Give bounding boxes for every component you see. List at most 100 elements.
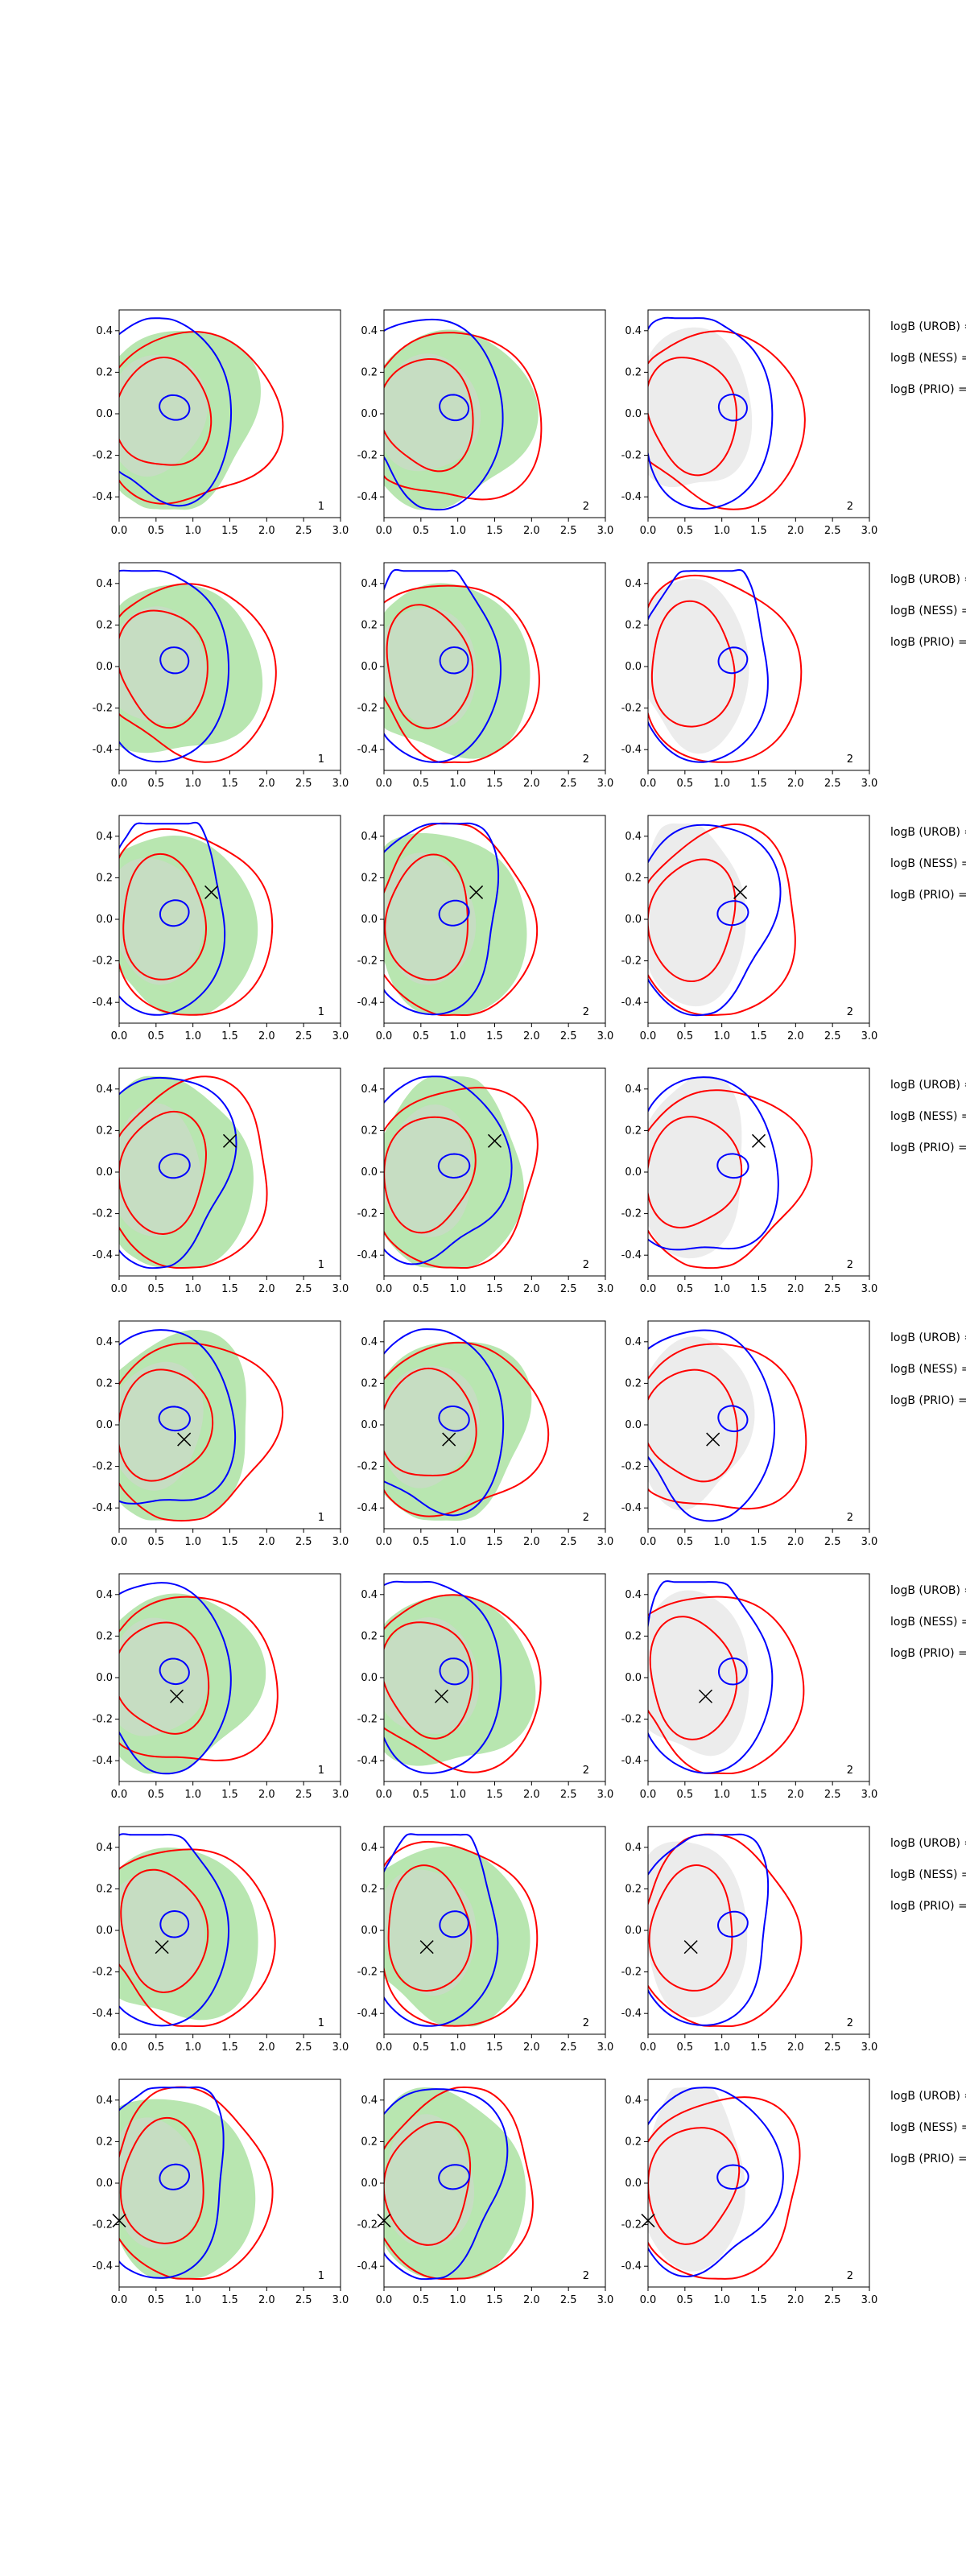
x-tick-label: 2.0 bbox=[258, 2041, 275, 2054]
x-tick-label: 2.5 bbox=[560, 2294, 577, 2306]
red-contour-outer bbox=[119, 583, 277, 763]
y-tick-label: -0.4 bbox=[621, 1502, 642, 1514]
x-tick-label: 2.0 bbox=[787, 1536, 804, 1548]
x-tick-label: 0.5 bbox=[412, 1283, 429, 1295]
x-tick-label: 2.0 bbox=[523, 2041, 540, 2054]
panel-label: 2 bbox=[583, 501, 589, 513]
panel-r3-c2: 0.0 0.5 1.0 1.5 2.0 2.5 3.0 -0.4 -0.2 0.0 0.2 0.4 2 bbox=[357, 815, 613, 1042]
x-tick-label: 1.5 bbox=[750, 1283, 767, 1295]
x-tick-label: 0.5 bbox=[412, 2294, 429, 2306]
x-tick-label: 0.0 bbox=[111, 1536, 128, 1548]
blue-contour-inner bbox=[717, 394, 748, 422]
red-contour-inner bbox=[649, 1616, 738, 1740]
x-tick-label: 3.0 bbox=[332, 778, 349, 790]
row-annotation: logB (NESS) = bbox=[890, 857, 966, 870]
panel-label: 2 bbox=[583, 1259, 589, 1271]
x-marker bbox=[442, 1432, 456, 1447]
x-tick-label: 2.0 bbox=[258, 1536, 275, 1548]
x-marker bbox=[487, 1133, 502, 1148]
y-tick-label: -0.4 bbox=[93, 744, 113, 756]
x-tick-label: 3.0 bbox=[597, 525, 614, 537]
plot-area bbox=[119, 1582, 279, 1775]
y-tick-label: -0.2 bbox=[357, 450, 378, 462]
x-tick-label: 0.0 bbox=[376, 1030, 393, 1042]
x-tick-label: 1.5 bbox=[750, 2041, 767, 2054]
row-annotation: logB (PRIO) = bbox=[890, 383, 966, 396]
x-tick-label: 0.5 bbox=[676, 778, 693, 790]
x-tick-label: 3.0 bbox=[597, 1536, 614, 1548]
row-annotation: logB (PRIO) = bbox=[890, 1394, 966, 1407]
panel-r6-c1: 0.0 0.5 1.0 1.5 2.0 2.5 3.0 -0.4 -0.2 0.0 0.2 0.4 1 bbox=[93, 1573, 349, 1801]
x-tick-label: 1.5 bbox=[221, 525, 238, 537]
plot-area bbox=[648, 1075, 813, 1269]
y-tick-label: -0.2 bbox=[357, 703, 378, 715]
panel-r2-c3: 0.0 0.5 1.0 1.5 2.0 2.5 3.0 -0.4 -0.2 0.0 0.2 0.4 2 bbox=[621, 562, 877, 790]
panel-label: 2 bbox=[847, 1006, 853, 1018]
y-tick-label: 0.2 bbox=[625, 1883, 642, 1895]
x-tick-label: 2.5 bbox=[824, 1536, 841, 1548]
row-annotation: logB (UROB) = bbox=[890, 1331, 966, 1344]
x-tick-label: 3.0 bbox=[597, 2041, 614, 2054]
x-tick-label: 2.5 bbox=[295, 525, 312, 537]
x-tick-label: 3.0 bbox=[332, 1030, 349, 1042]
x-marker bbox=[169, 1689, 184, 1703]
red-contour-outer bbox=[384, 822, 539, 1017]
density-fill-outer bbox=[648, 1075, 742, 1259]
y-tick-label: 0.2 bbox=[361, 366, 378, 378]
y-tick-label: 0.0 bbox=[625, 408, 642, 420]
red-contour-outer bbox=[648, 574, 803, 763]
blue-contour-inner bbox=[438, 2164, 471, 2190]
y-tick-label: 0.0 bbox=[96, 914, 113, 926]
y-tick-label: -0.2 bbox=[93, 450, 113, 462]
blue-contour-inner bbox=[439, 394, 470, 422]
y-tick-label: -0.4 bbox=[93, 2260, 113, 2273]
panel-r3-c1: 0.0 0.5 1.0 1.5 2.0 2.5 3.0 -0.4 -0.2 0.0 0.2 0.4 1 bbox=[93, 815, 349, 1042]
y-tick-label: -0.2 bbox=[621, 956, 642, 968]
x-tick-label: 2.0 bbox=[258, 1283, 275, 1295]
y-tick-label: 0.4 bbox=[96, 2095, 113, 2107]
panel-r1-c2: 0.0 0.5 1.0 1.5 2.0 2.5 3.0 -0.4 -0.2 0.0 0.2 0.4 2 bbox=[357, 309, 614, 537]
blue-contour-outer bbox=[648, 1076, 779, 1251]
blue-contour-outer bbox=[384, 1075, 513, 1265]
y-tick-label: -0.2 bbox=[357, 1208, 378, 1220]
red-contour-outer bbox=[648, 1596, 805, 1775]
panel-label: 2 bbox=[583, 2270, 589, 2282]
x-tick-label: 3.0 bbox=[332, 1283, 349, 1295]
red-contour-inner bbox=[648, 357, 738, 477]
blue-contour-outer bbox=[384, 1328, 505, 1517]
y-tick-label: -0.2 bbox=[621, 1714, 642, 1726]
x-tick-label: 3.0 bbox=[861, 1536, 878, 1548]
y-tick-label: 0.4 bbox=[625, 2095, 642, 2107]
y-tick-label: 0.4 bbox=[96, 1084, 113, 1096]
panel-label: 1 bbox=[318, 753, 324, 766]
x-tick-label: 0.0 bbox=[111, 2294, 128, 2306]
x-tick-label: 1.5 bbox=[221, 1536, 238, 1548]
y-tick-label: 0.4 bbox=[96, 831, 113, 843]
x-tick-label: 1.0 bbox=[713, 525, 730, 537]
panel-label: 2 bbox=[583, 753, 589, 766]
panel-r3-c3: 0.0 0.5 1.0 1.5 2.0 2.5 3.0 -0.4 -0.2 0.0 0.2 0.4 2 bbox=[621, 815, 877, 1042]
x-tick-label: 0.0 bbox=[376, 778, 393, 790]
x-tick-label: 0.5 bbox=[147, 1030, 164, 1042]
x-tick-label: 0.5 bbox=[676, 1283, 693, 1295]
x-tick-label: 1.0 bbox=[713, 1283, 730, 1295]
row-annotation: logB (PRIO) = bbox=[890, 636, 966, 649]
x-tick-label: 1.5 bbox=[750, 1789, 767, 1801]
y-tick-label: -0.4 bbox=[357, 1249, 378, 1261]
blue-contour-inner bbox=[159, 1657, 190, 1686]
blue-contour-outer bbox=[119, 569, 230, 763]
x-tick-label: 0.5 bbox=[147, 1536, 164, 1548]
x-tick-label: 2.0 bbox=[787, 525, 804, 537]
y-tick-label: 0.2 bbox=[625, 2136, 642, 2148]
y-tick-label: 0.2 bbox=[361, 2136, 378, 2148]
x-tick-label: 1.5 bbox=[221, 1789, 238, 1801]
x-marker bbox=[698, 1689, 713, 1703]
row-annotation: logB (UROB) = bbox=[890, 573, 966, 586]
row-annotation: logB (PRIO) = bbox=[890, 889, 966, 902]
y-tick-label: 0.2 bbox=[96, 366, 113, 378]
y-tick-label: 0.0 bbox=[625, 661, 642, 673]
red-contour-outer bbox=[384, 332, 543, 501]
red-contour-inner bbox=[384, 1621, 473, 1740]
blue-contour-inner bbox=[439, 1657, 469, 1686]
x-tick-label: 0.0 bbox=[111, 1030, 128, 1042]
